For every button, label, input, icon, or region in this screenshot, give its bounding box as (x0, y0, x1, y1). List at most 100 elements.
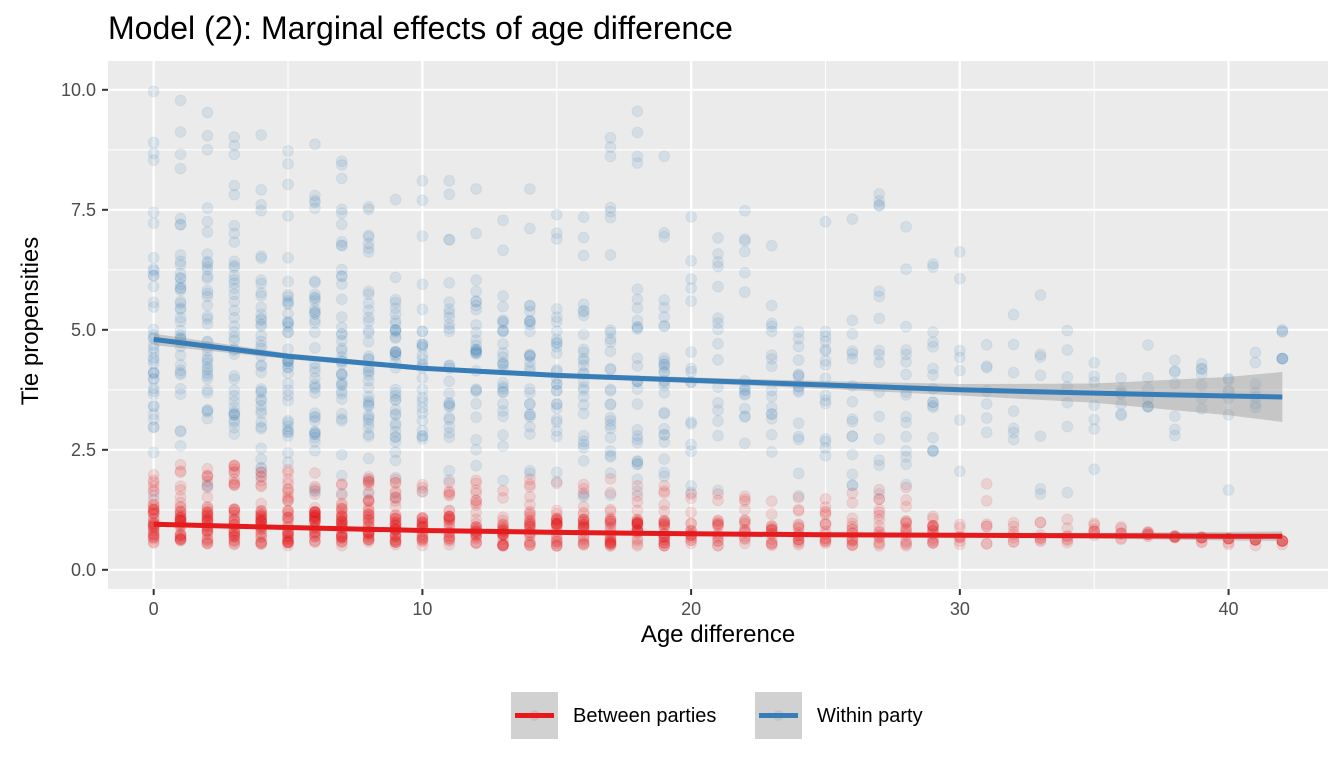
data-point (523, 478, 536, 491)
data-point (362, 365, 375, 378)
data-point (927, 431, 939, 444)
data-point (362, 201, 375, 213)
data-point (362, 504, 375, 517)
data-point (282, 426, 294, 439)
data-point (147, 354, 160, 366)
data-point (147, 533, 160, 545)
data-point (255, 386, 268, 399)
data-point (604, 489, 617, 501)
data-point (523, 410, 536, 423)
data-point (309, 505, 321, 518)
data-point (416, 429, 429, 442)
data-point (335, 487, 348, 500)
data-point (470, 397, 483, 410)
data-point (443, 515, 456, 528)
data-point (255, 479, 268, 492)
data-point (712, 515, 724, 527)
data-point (416, 433, 429, 445)
data-point (604, 418, 617, 431)
data-point (255, 442, 268, 455)
data-point (362, 230, 375, 243)
data-point (1034, 369, 1047, 382)
data-point (577, 343, 590, 356)
data-point (201, 129, 214, 142)
data-point (228, 261, 241, 274)
data-point (792, 538, 805, 551)
data-point (416, 194, 429, 207)
data-point (523, 305, 536, 318)
data-point (685, 506, 698, 519)
data-point (1034, 351, 1047, 363)
data-point (765, 408, 778, 420)
data-point (685, 416, 698, 429)
data-point (174, 500, 187, 513)
data-point (255, 466, 268, 479)
data-point (765, 412, 778, 425)
data-point (900, 515, 913, 527)
data-point (228, 503, 241, 516)
data-point (577, 478, 590, 491)
data-point (738, 516, 751, 529)
data-point (980, 412, 993, 424)
data-point (147, 484, 160, 496)
data-point (685, 517, 698, 530)
data-point (416, 174, 429, 187)
data-point (470, 474, 483, 487)
data-point (1115, 398, 1127, 411)
data-point (523, 350, 536, 363)
data-point (228, 479, 241, 491)
data-point (389, 495, 402, 507)
data-point (362, 430, 375, 443)
data-point (255, 505, 268, 518)
data-point (712, 429, 724, 442)
data-point (309, 506, 321, 519)
data-point (201, 318, 214, 330)
data-point (389, 512, 402, 525)
data-point (335, 321, 348, 334)
data-point (309, 308, 321, 320)
data-point (174, 491, 187, 503)
data-point (201, 501, 214, 514)
data-point (147, 382, 160, 395)
data-point (497, 325, 509, 337)
data-point (309, 407, 321, 420)
data-point (497, 300, 509, 313)
data-point (497, 484, 509, 497)
data-point (738, 493, 751, 506)
data-point (282, 483, 294, 495)
data-point (335, 532, 348, 544)
data-point (147, 154, 160, 167)
data-point (1115, 520, 1127, 533)
data-point (497, 338, 509, 350)
data-point (228, 295, 241, 308)
data-point (201, 506, 214, 519)
data-point (604, 362, 617, 375)
data-point (765, 536, 778, 549)
data-point (335, 502, 348, 515)
axes: 0 10 20 30 40 0.0 2.5 5.0 7.5 10.0 (61, 80, 1239, 619)
data-point (550, 517, 563, 530)
data-point (900, 478, 913, 491)
data-point (1088, 519, 1101, 531)
data-point (201, 503, 214, 516)
data-point (685, 282, 698, 294)
data-point (819, 345, 832, 358)
data-point (1061, 396, 1074, 409)
data-point (765, 445, 778, 458)
data-point (362, 501, 375, 514)
data-point (497, 440, 509, 453)
data-point (846, 430, 859, 443)
data-point (335, 531, 348, 544)
data-point (147, 147, 160, 160)
data-point (282, 384, 294, 397)
data-point (389, 323, 402, 336)
data-point (577, 383, 590, 396)
data-point (900, 458, 913, 471)
data-point (980, 520, 993, 533)
data-point (577, 454, 590, 467)
data-point (309, 314, 321, 327)
data-point (228, 304, 241, 317)
data-point (282, 530, 294, 543)
data-point (577, 518, 590, 531)
data-point (631, 516, 644, 529)
